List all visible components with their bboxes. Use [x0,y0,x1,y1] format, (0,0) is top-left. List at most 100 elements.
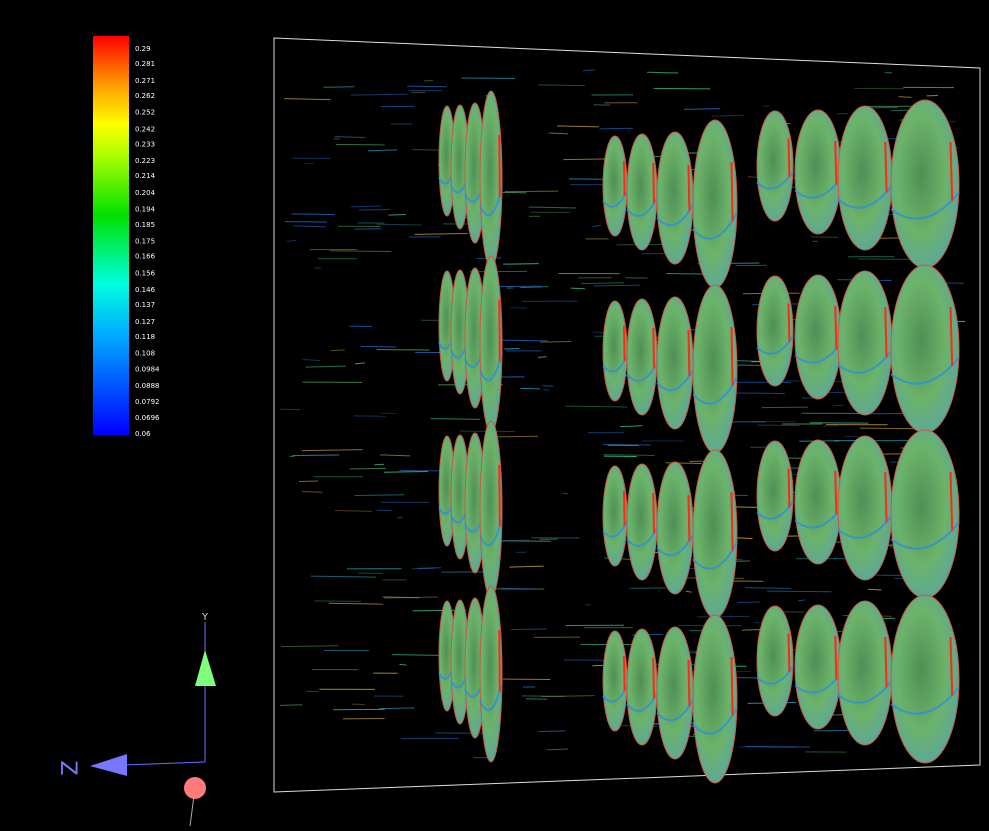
streak [538,84,585,87]
disk [890,99,960,269]
disk-edge [949,306,954,366]
streak [509,565,544,568]
streak [284,98,331,101]
disk [656,626,694,760]
disk [692,449,738,619]
streak [383,471,428,473]
bounding-box [273,37,981,793]
disk [837,435,893,581]
streak [799,439,858,442]
disk [794,109,842,235]
streak [354,494,405,497]
streak [302,359,321,362]
streak [745,745,810,748]
streak [330,349,345,352]
disk [794,604,842,730]
color-bar-label: 0.223 [135,157,155,165]
streak [520,286,549,289]
disk-edge [884,471,888,523]
streak [496,435,539,438]
streak [543,389,550,391]
disk-edge [652,327,655,369]
color-bar-label: 0.194 [135,206,156,214]
streak [379,707,415,710]
x-arrow [184,777,206,799]
streak [538,730,566,733]
streak [603,443,651,446]
streak [349,467,387,470]
streak [301,491,323,493]
color-bar-label: 0.175 [135,238,155,246]
color-bar-label: 0.0792 [135,398,160,406]
disk-edge [787,468,791,508]
disk-edge [623,325,626,362]
disk-edge [834,140,838,185]
disk-edge [498,299,501,362]
streak [314,267,321,269]
streak [868,588,882,591]
color-bar-label: 0.252 [135,109,155,117]
streak [281,645,339,648]
color-bar-label: 0.156 [135,269,156,277]
streak [350,93,408,96]
streak [556,125,599,128]
disk-edge [834,470,838,515]
streak [392,654,440,656]
color-bar-label: 0.281 [135,60,155,68]
disk-edge [498,464,501,527]
streak [382,596,420,599]
streak [599,127,634,130]
streak [564,405,628,408]
streak [328,602,384,605]
disk [626,463,658,581]
disk-edge [687,494,691,542]
streak [891,109,911,112]
disk-edge [834,305,838,350]
disk [837,270,893,416]
disk-edge [787,633,791,673]
disk [479,585,503,763]
streak [388,214,406,216]
disk-edge [884,306,888,358]
color-bar-label: 0.271 [135,77,155,85]
streak [407,85,447,88]
disk [656,461,694,595]
streak [685,590,692,593]
streak [684,108,721,110]
streak [305,365,347,368]
streak [504,190,559,193]
disk-edge [687,329,691,377]
streak [414,233,468,235]
disk-edge [687,659,691,707]
scene [273,37,981,793]
streak [374,463,385,466]
disk-edge [623,490,626,527]
streak [334,510,372,512]
streak [570,287,585,290]
color-bar-label: 0.204 [135,189,156,197]
color-bar-label: 0.214 [135,172,156,180]
streak [351,205,382,208]
disk [890,429,960,599]
disk [692,614,738,784]
disk-edge [687,164,691,212]
color-bar-label: 0.137 [135,301,155,309]
streak [546,748,569,751]
disk-edge [623,160,626,197]
disk [756,110,794,222]
streak [528,206,577,209]
color-bar-label: 0.06 [135,430,151,438]
streak [540,340,571,343]
streak [379,454,411,457]
disk-edge [498,629,501,692]
disk-edge [730,491,734,551]
streak [537,356,547,358]
color-bar-label: 0.0696 [135,414,160,422]
disk-edge [730,656,734,716]
disk [890,594,960,764]
disk-edge [787,303,791,343]
color-bar-label: 0.146 [135,286,156,294]
streak [376,223,423,226]
disk [837,105,893,251]
